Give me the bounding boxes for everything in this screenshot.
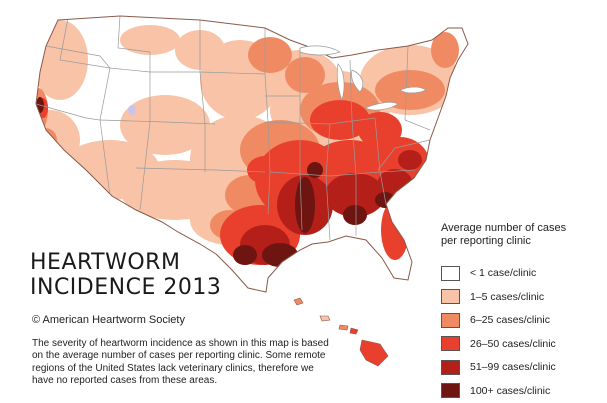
title-line-1: HEARTWORM (30, 250, 181, 275)
state-borders (36, 16, 431, 241)
legend-swatch (441, 336, 460, 351)
legend-title: Average number of cases per reporting cl… (441, 222, 601, 248)
map-title: HEARTWORM INCIDENCE 2013 (30, 250, 221, 300)
legend-label: < 1 case/clinic (470, 267, 537, 279)
explanatory-note: The severity of heartworm incidence as s… (32, 338, 329, 386)
legend-label: 1–5 cases/clinic (470, 290, 545, 303)
legend-label: 51–99 cases/clinic (470, 361, 556, 373)
legend-swatch (441, 383, 460, 398)
us-outline (35, 15, 469, 293)
copyright-text: © American Heartworm Society (32, 314, 185, 326)
great-salt-lake (128, 105, 136, 115)
legend-label: 100+ cases/clinic (470, 384, 551, 397)
legend-title-line-2: per reporting clinic (441, 235, 531, 247)
legend-swatch (441, 359, 460, 375)
legend-item: 6–25 cases/clinic (441, 309, 601, 331)
legend-swatch (441, 312, 460, 328)
great-lakes (299, 45, 427, 111)
legend-item: 51–99 cases/clinic (441, 356, 601, 378)
legend-item: 100+ cases/clinic (441, 380, 601, 402)
legend-label: 26–50 cases/clinic (470, 337, 556, 350)
legend-item: 1–5 cases/clinic (441, 286, 601, 308)
legend-item: 26–50 cases/clinic (441, 333, 601, 355)
hawaii (293, 297, 389, 367)
legend: Average number of cases per reporting cl… (441, 222, 601, 403)
title-line-2: INCIDENCE 2013 (30, 275, 222, 300)
legend-label: 6–25 cases/clinic (470, 314, 550, 326)
legend-swatch (441, 289, 460, 304)
legend-title-line-1: Average number of cases (441, 222, 567, 234)
legend-item: < 1 case/clinic (441, 262, 601, 284)
legend-swatch (441, 265, 460, 281)
